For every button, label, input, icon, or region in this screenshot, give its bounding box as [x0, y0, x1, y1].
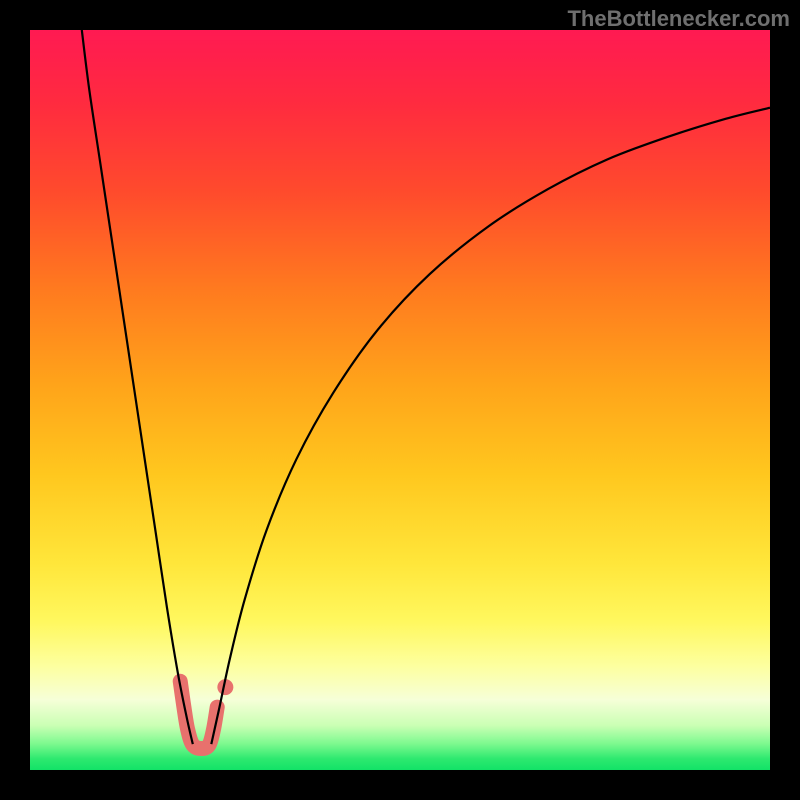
watermark-text: TheBottlenecker.com	[567, 6, 790, 32]
bottleneck-chart	[30, 30, 770, 770]
plot-area	[30, 30, 770, 770]
chart-stage: TheBottlenecker.com	[0, 0, 800, 800]
